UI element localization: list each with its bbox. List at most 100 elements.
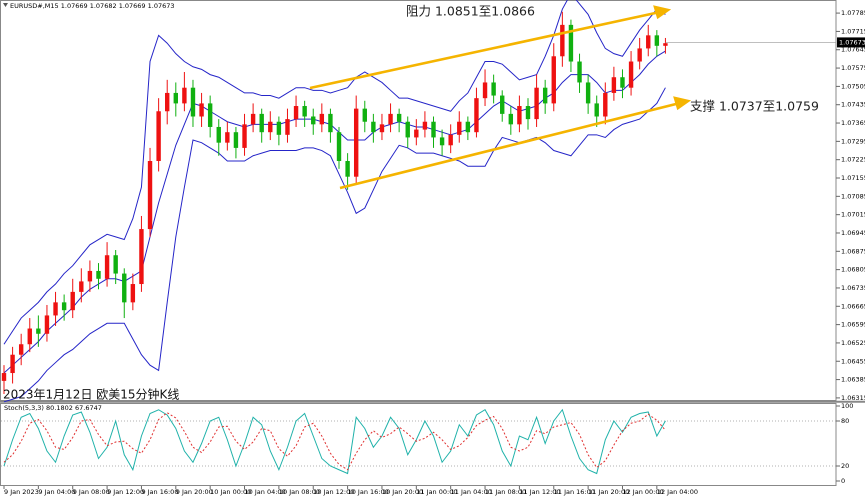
candle-body [122,273,127,303]
support-arrow [673,96,692,111]
resistance-arrow [653,5,672,20]
candle-body [285,119,290,135]
candle-body [560,24,565,57]
candle-body [336,132,342,161]
candle-body [259,113,264,133]
stoch-header: Stoch(5,3,3) 80.1802 67.6747 [4,404,102,412]
candle-body [534,87,539,120]
candle-body [663,43,668,46]
x-tick-label: 10 Jan 00:00 [210,488,251,496]
candle-body [173,92,178,104]
candle-body [542,87,548,104]
candle-body [379,124,385,133]
candle-body [1,373,7,381]
candle-body [353,108,359,177]
candle-body [568,24,574,62]
y-tick-label: 1.07155 [841,174,865,182]
caption: 2023年1月12日 欧美15分钟K线 [3,387,179,402]
y-tick-label: 1.06875 [841,247,865,255]
candle-body [225,132,230,143]
y-tick-label: 1.07085 [841,192,865,200]
sub-frame [0,403,837,486]
x-tick-label: 10 Jan 08:00 [279,488,320,496]
y-tick-label: 100 [841,402,853,410]
candle-body [508,113,514,125]
main-frame [0,0,837,401]
candle-body [396,113,402,122]
y-tick-label: 1.06455 [841,357,865,365]
candle-body [27,328,32,345]
x-tick-label: 9 Jan 08:00 [73,488,110,496]
candle-body [577,61,582,83]
stoch-signal-last: 67.6747 [75,404,102,412]
stoch-main-last: 80.1802 [46,404,73,412]
candle-body [422,121,428,130]
y-tick-label: 1.06525 [841,339,865,347]
last-price-box [837,37,865,48]
candle-body [482,82,488,99]
symbol-header: EURUSD#,M15 1.07669 1.07682 1.07669 1.07… [10,2,175,10]
candle-body [328,113,333,133]
y-tick-label: 0 [841,477,845,485]
x-tick-label: 11 Jan 00:00 [416,488,457,496]
candle-body [276,121,282,135]
y-tick-label: 1.06385 [841,376,865,384]
stoch-line [3,408,666,475]
candle-body [500,95,505,114]
candle-body [603,92,608,117]
candle-body [517,106,522,125]
y-tick-label: 1.07645 [841,46,865,54]
candle-body [628,61,634,88]
candle-body [474,98,479,133]
x-tick-label: 9 Jan 2023 [4,488,39,496]
stoch-title: Stoch(5,3,3) [4,404,44,412]
x-tick-label: 10 Jan 04:00 [245,488,286,496]
y-tick-label: 80 [841,417,849,425]
candle-body [242,124,247,148]
y-tick-label: 1.07435 [841,101,865,109]
x-tick-label: 11 Jan 12:00 [519,488,560,496]
candle-body [611,77,617,93]
candle-body [233,132,239,148]
y-tick-label: 1.06735 [841,284,865,292]
channel [309,5,692,190]
y-tick-label: 20 [841,462,849,470]
band-upper [3,0,666,345]
symbol-icon [3,3,8,7]
candle-body [646,35,651,49]
y-tick-label: 1.06595 [841,321,865,329]
candle-body [10,354,15,374]
candle-body [388,113,393,125]
x-tick-label: 11 Jan 04:00 [451,488,492,496]
candle-body [319,113,325,125]
candle-body [362,108,367,122]
x-tick-label: 9 Jan 04:00 [38,488,75,496]
x-tick-label: 11 Jan 20:00 [588,488,629,496]
resistance-line [309,10,661,90]
candle-body [53,302,58,316]
resistance-label: 阻力 1.0851至1.0866 [406,4,535,19]
y-tick-label: 1.06945 [841,229,865,237]
x-tick-label: 9 Jan 16:00 [141,488,178,496]
y-tick-label: 1.06665 [841,302,865,310]
candle-body [190,87,196,117]
candle-body [551,56,556,104]
candle-body [130,284,136,303]
candle-body [147,160,153,230]
candle-body [199,103,204,117]
candle-body [182,87,187,104]
candle-body [311,116,316,125]
candle-body [465,121,471,133]
x-tick-label: 10 Jan 16:00 [348,488,389,496]
y-tick-label: 1.06315 [841,394,865,402]
candle-body [654,35,660,46]
header-close: 1.07673 [148,2,175,10]
header-low: 1.07669 [119,2,146,10]
y-tick-label: 1.07225 [841,156,865,164]
candle-body [620,77,625,88]
candle-body [371,121,376,133]
support-line [339,101,681,190]
candle-body [216,126,221,143]
